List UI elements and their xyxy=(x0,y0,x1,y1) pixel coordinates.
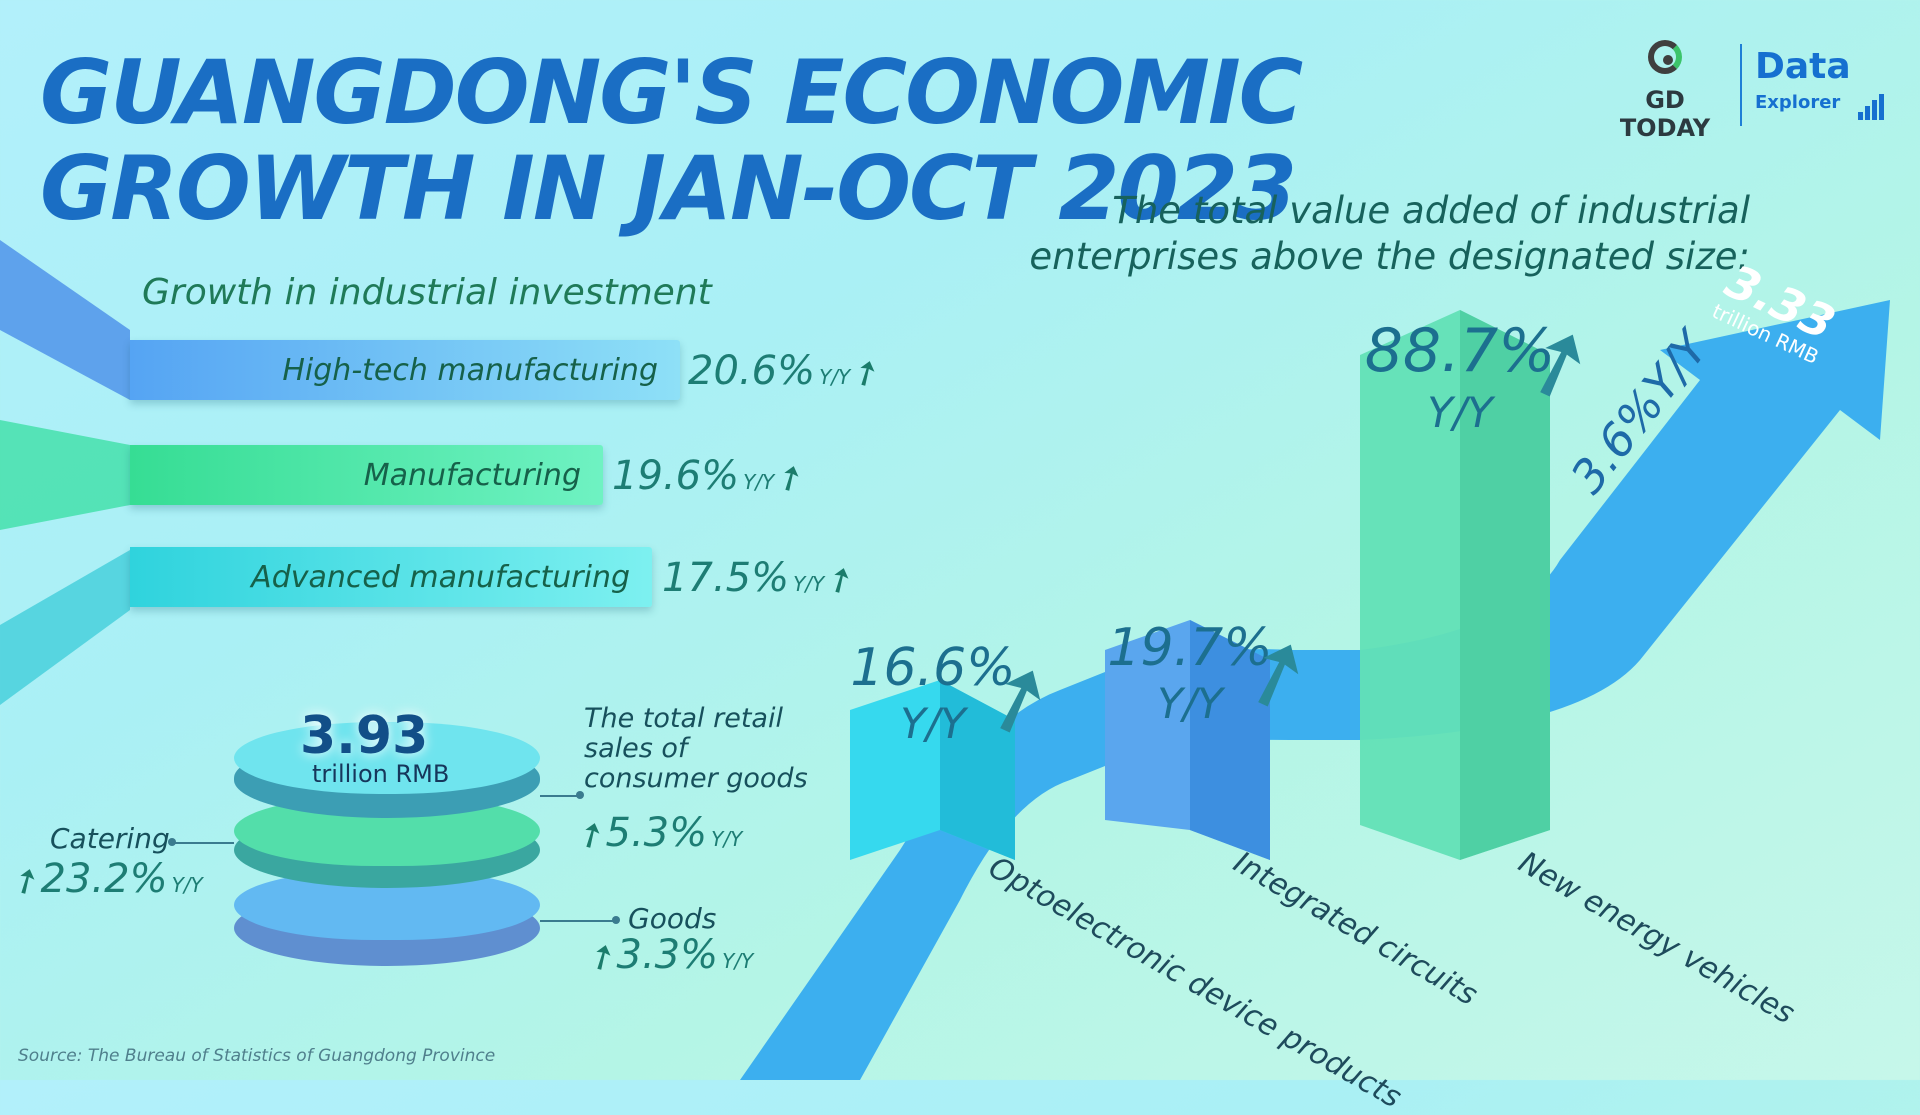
ind-bar-new-energy-vehicles xyxy=(1360,310,1550,860)
value-text: 17.5% xyxy=(662,555,790,601)
bar-label: Manufacturing xyxy=(363,457,581,493)
value-text: 5.3% xyxy=(605,810,708,856)
data-explorer-title: Data xyxy=(1755,46,1851,87)
leader-line xyxy=(540,795,580,797)
leader-dot xyxy=(168,838,176,846)
unit-text: Y/Y xyxy=(743,470,775,494)
value-high-tech: 20.6% Y/Y➚ xyxy=(688,348,889,397)
value-text: 3.3% xyxy=(616,932,719,978)
catering-growth: ➚23.2% Y/Y xyxy=(4,856,203,905)
green-beam xyxy=(0,420,130,530)
unit-text: Y/Y xyxy=(1427,388,1493,437)
retail-total-unit: trillion RMB xyxy=(312,760,450,788)
data-explorer-subtitle: Explorer xyxy=(1755,92,1841,113)
disk-top xyxy=(234,722,540,794)
investment-title: Growth in industrial investment xyxy=(142,272,712,313)
value-integrated-circuits: 19.7% Y/Y xyxy=(1105,620,1275,732)
leader-dot xyxy=(612,916,620,924)
bar-label: High-tech manufacturing xyxy=(282,352,658,388)
value-manufacturing: 19.6% Y/Y➚ xyxy=(612,453,813,502)
value-text: 20.6% xyxy=(688,348,816,394)
value-advanced: 17.5% Y/Y➚ xyxy=(662,555,863,604)
background-shapes xyxy=(0,240,1890,1080)
bar-manufacturing: Manufacturing xyxy=(130,445,603,505)
value-text: 19.6% xyxy=(612,453,740,499)
value-text: 16.6% xyxy=(850,638,1016,698)
source-note: Source: The Bureau of Statistics of Guan… xyxy=(18,1046,496,1066)
leader-line xyxy=(175,842,234,844)
goods-growth: ➚3.3% Y/Y xyxy=(580,932,754,981)
bar-chart-icon xyxy=(1858,94,1886,120)
catering-label: Catering xyxy=(50,822,170,855)
teal-beam xyxy=(0,550,130,705)
leader-dot xyxy=(576,791,584,799)
logo-divider xyxy=(1740,44,1742,126)
gd-mark-icon xyxy=(1648,40,1682,74)
industrial-title: The total value added of industrial ente… xyxy=(1029,189,1750,278)
unit-text: Y/Y xyxy=(711,827,743,851)
leader-line xyxy=(540,920,615,922)
value-text: 19.7% xyxy=(1107,618,1273,678)
page-title: GUANGDONG'S ECONOMIC GROWTH IN JAN-OCT 2… xyxy=(40,41,1303,240)
unit-text: Y/Y xyxy=(171,873,203,897)
unit-text: Y/Y xyxy=(793,572,825,596)
logo: GD TODAY Data Explorer xyxy=(1600,40,1890,142)
gd-today-text: GD TODAY xyxy=(1619,86,1711,142)
unit-text: Y/Y xyxy=(900,699,966,748)
bar-high-tech: High-tech manufacturing xyxy=(130,340,680,400)
bar-label: Advanced manufacturing xyxy=(251,559,630,595)
goods-label: Goods xyxy=(628,902,717,935)
gd-today-logo: GD TODAY xyxy=(1600,40,1730,142)
rising-arrow xyxy=(740,300,1890,1080)
unit-text: Y/Y xyxy=(722,949,754,973)
retail-growth: ➚5.3% Y/Y xyxy=(569,810,743,859)
blue-beam xyxy=(0,240,130,400)
bar-advanced: Advanced manufacturing xyxy=(130,547,652,607)
value-text: 23.2% xyxy=(40,856,168,902)
value-new-energy-vehicles: 88.7% Y/Y xyxy=(1355,320,1565,444)
unit-text: Y/Y xyxy=(819,365,851,389)
ind-bar-integrated-circuits xyxy=(1105,620,1270,860)
value-text: 88.7% xyxy=(1364,316,1556,386)
unit-text: Y/Y xyxy=(1157,679,1223,728)
value-optoelectronic: 16.6% Y/Y xyxy=(848,640,1018,752)
ind-bar-optoelectronic xyxy=(850,680,1015,860)
retail-total-value: 3.93 xyxy=(300,706,429,766)
retail-title: The total retail sales of consumer goods xyxy=(584,703,808,794)
